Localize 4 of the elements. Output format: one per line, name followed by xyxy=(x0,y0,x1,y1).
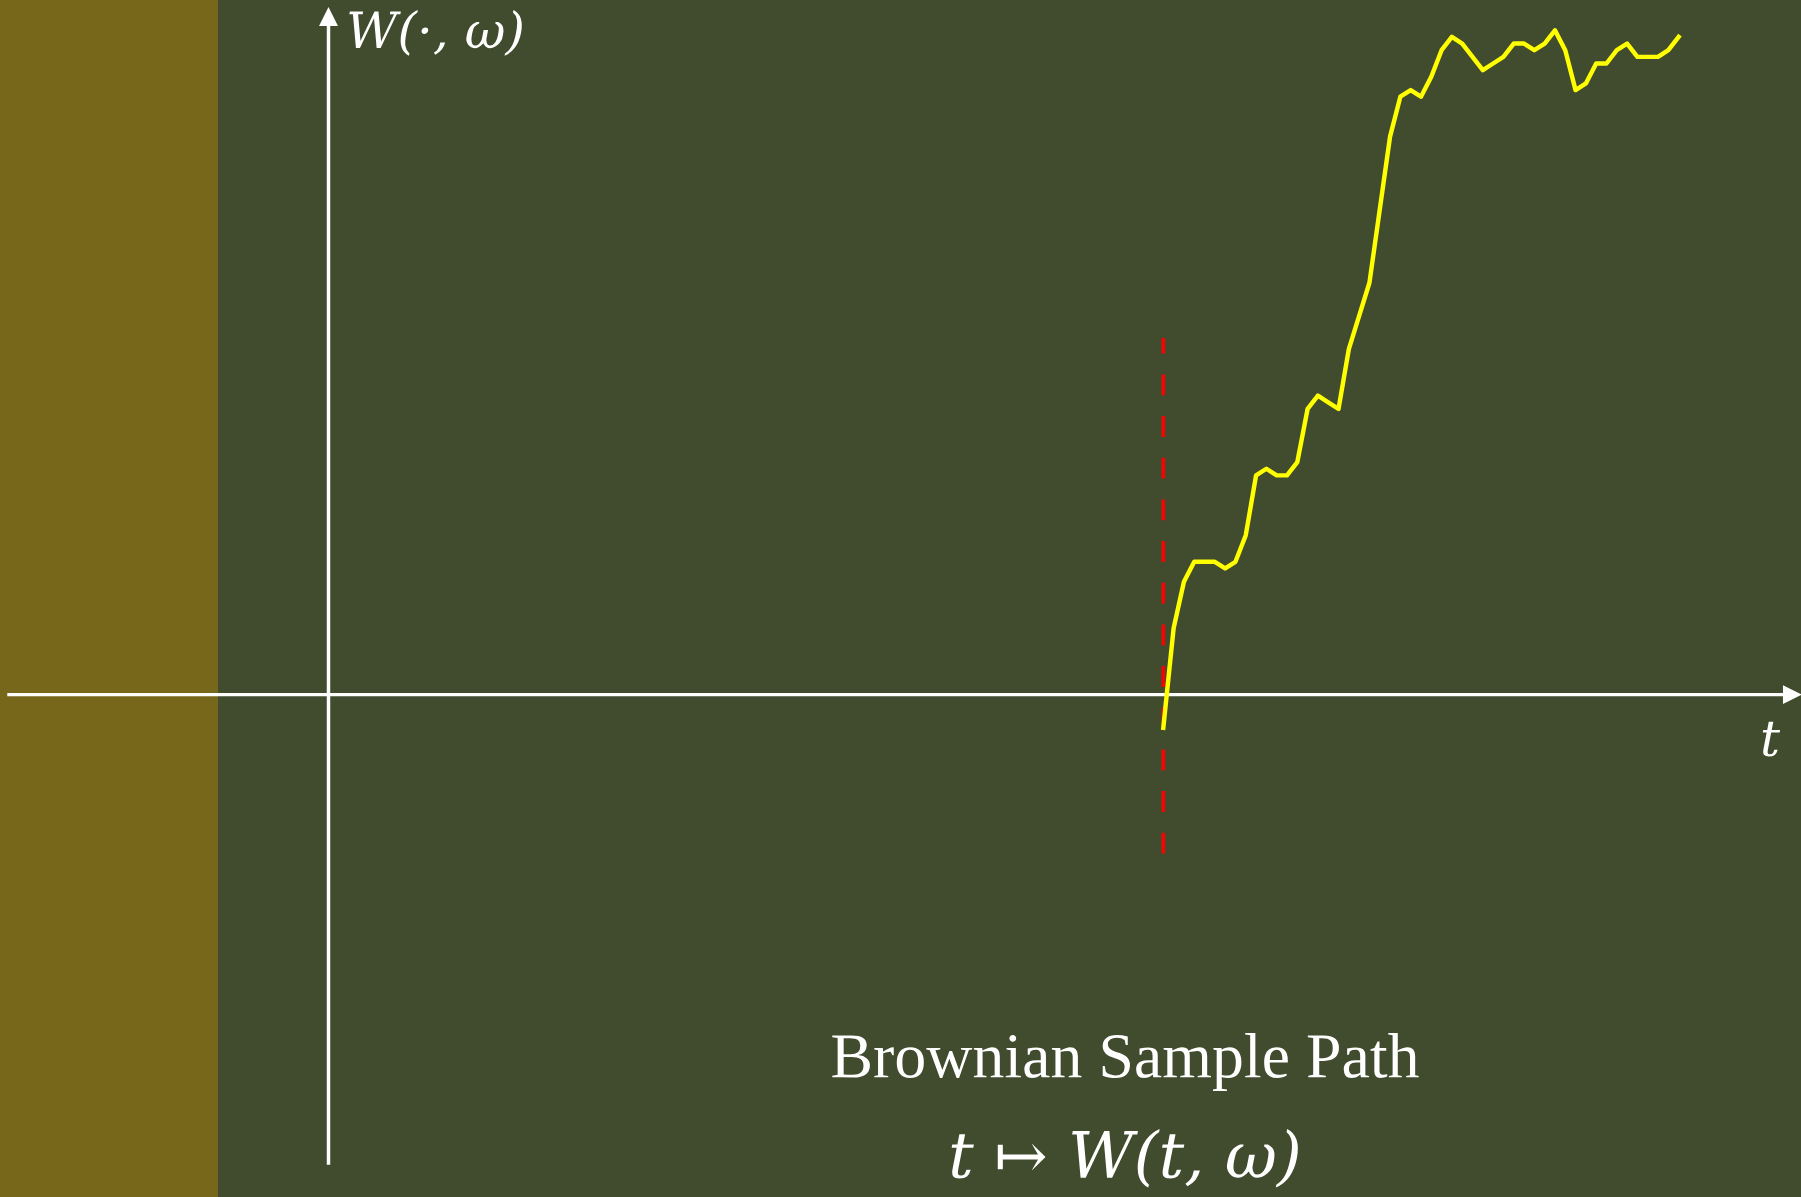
y-axis-title: W(·, ω) xyxy=(349,9,522,56)
text: t ↦ W(t, ω) xyxy=(951,1129,1298,1188)
x-axis-title: t xyxy=(1762,721,1781,757)
text: Brownian Sample Path xyxy=(832,1033,1419,1091)
